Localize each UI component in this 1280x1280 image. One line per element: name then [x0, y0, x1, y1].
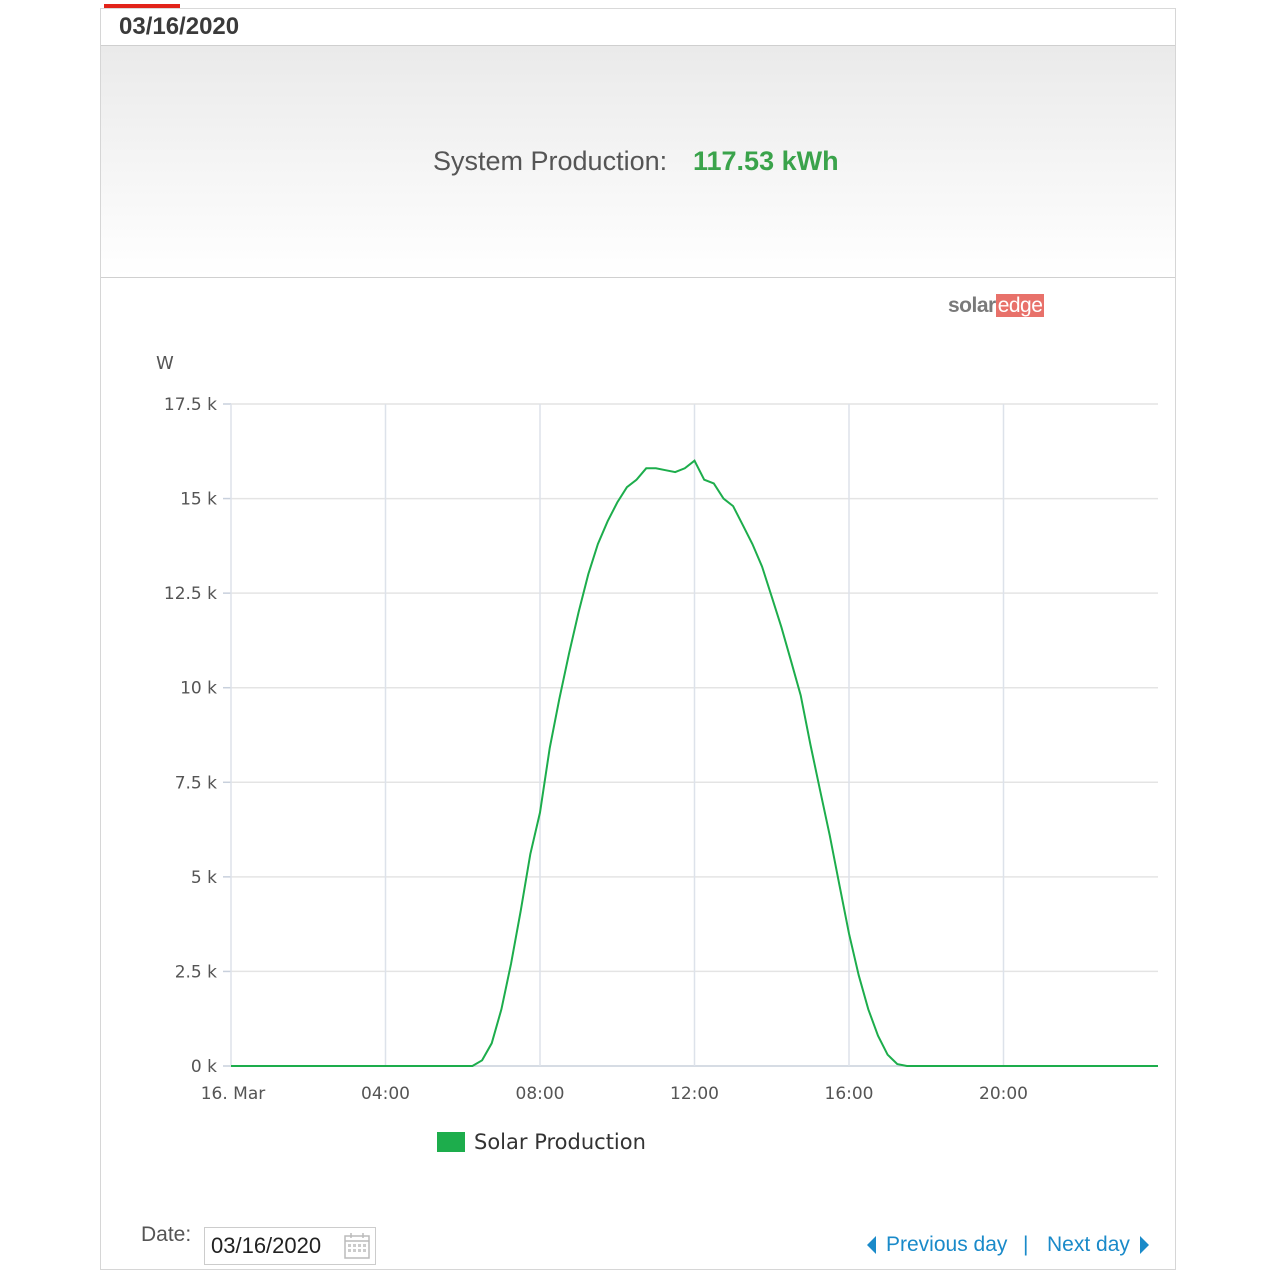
date-field[interactable]: 03/16/2020: [204, 1227, 376, 1265]
production-value: 117.53 kWh: [693, 146, 839, 176]
y-tick-label: 7.5 k: [175, 773, 217, 793]
previous-day-link[interactable]: Previous day: [867, 1233, 1007, 1257]
active-tab-accent: [104, 4, 180, 9]
y-tick-label: 2.5 k: [175, 962, 217, 982]
next-day-label: Next day: [1047, 1233, 1130, 1256]
calendar-icon[interactable]: [343, 1232, 371, 1260]
y-axis-label: W: [156, 353, 174, 374]
production-summary: System Production: 117.53 kWh: [101, 46, 1175, 278]
chart-grid: [223, 403, 1158, 1067]
x-tick-label: 16. Mar: [201, 1084, 266, 1104]
production-panel: 03/16/2020 System Production: 117.53 kWh…: [100, 8, 1176, 1270]
y-tick-label: 17.5 k: [164, 395, 217, 415]
legend-label: Solar Production: [474, 1130, 646, 1154]
chart-legend[interactable]: Solar Production: [437, 1130, 646, 1154]
previous-day-label: Previous day: [886, 1233, 1008, 1256]
nav-separator: |: [1023, 1233, 1029, 1256]
x-tick-label: 12:00: [670, 1084, 719, 1104]
x-axis-ticks: 16. Mar 04:00 08:00 12:00 16:00 20:00: [201, 1084, 1028, 1104]
legend-swatch: [437, 1132, 465, 1152]
production-label: System Production:: [433, 146, 668, 176]
series-line-solar-production: [231, 459, 1158, 1067]
x-tick-label: 16:00: [825, 1084, 874, 1104]
y-tick-label: 10 k: [180, 679, 217, 699]
y-axis-ticks: 0 k 2.5 k 5 k 7.5 k 10 k 12.5 k 15 k 17.5 k: [164, 395, 217, 1077]
x-tick-label: 20:00: [979, 1084, 1028, 1104]
y-tick-label: 12.5 k: [164, 584, 217, 604]
y-tick-label: 5 k: [191, 868, 217, 888]
solaredge-logo: solaredge: [948, 294, 1045, 317]
arrow-right-icon: [1139, 1236, 1149, 1255]
next-day-link[interactable]: Next day: [1047, 1233, 1149, 1257]
arrow-left-icon: [867, 1236, 876, 1255]
x-tick-label: 04:00: [361, 1084, 410, 1104]
date-label: Date:: [141, 1223, 192, 1246]
x-tick-label: 08:00: [516, 1084, 565, 1104]
header-date: 03/16/2020: [119, 13, 240, 40]
date-header: 03/16/2020: [101, 9, 1175, 46]
date-field-value: 03/16/2020: [211, 1233, 322, 1258]
y-tick-label: 15 k: [180, 490, 217, 510]
y-tick-label: 0 k: [191, 1057, 217, 1077]
